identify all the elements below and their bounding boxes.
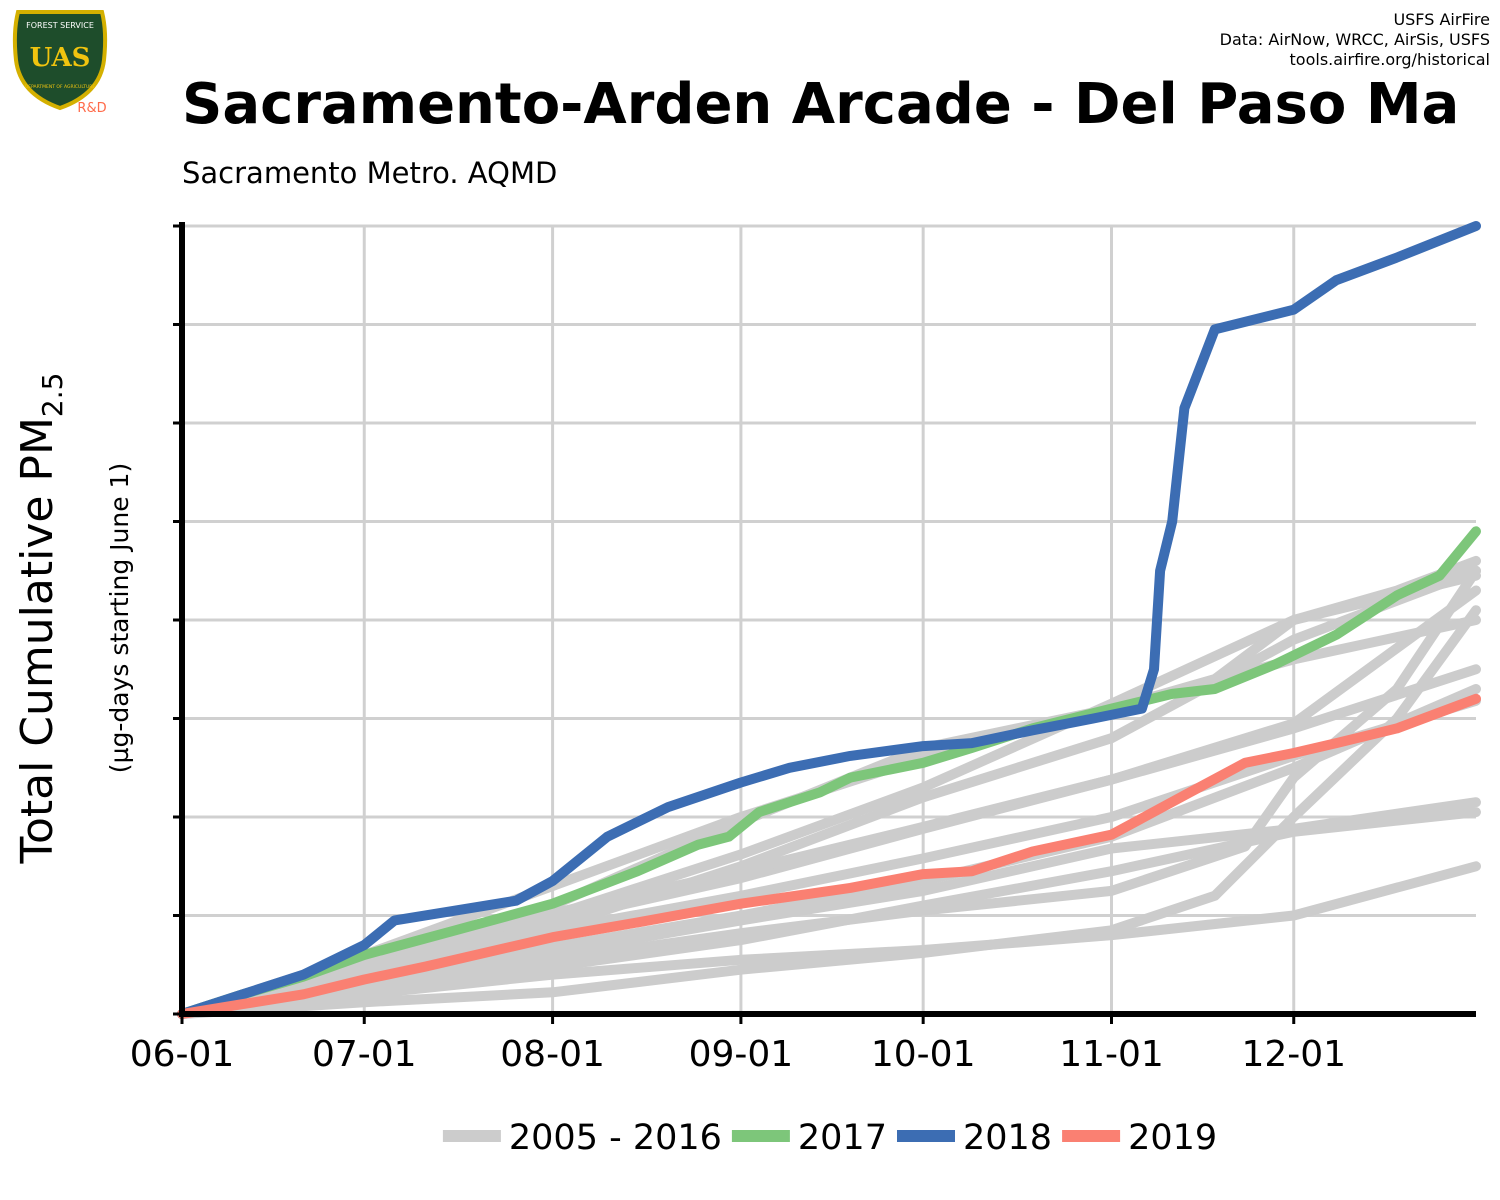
series-line-2017 — [177, 526, 1481, 1019]
credits-block: USFS AirFire Data: AirNow, WRCC, AirSis,… — [1220, 10, 1490, 70]
forest-service-logo: FOREST SERVICE UAS DEPARTMENT OF AGRICUL… — [12, 10, 108, 116]
legend-label: 2018 — [963, 1118, 1052, 1158]
legend-label: 2017 — [798, 1118, 887, 1158]
highlight-series-layer — [177, 221, 1481, 1019]
legend-item: 2017 — [731, 1118, 887, 1158]
x-tick-label: 08-01 — [500, 1034, 605, 1075]
legend-item: 2005 - 2016 — [442, 1118, 722, 1158]
historical-series-line — [177, 861, 1481, 1019]
logo-bottom-text: DEPARTMENT OF AGRICULTURE — [25, 84, 96, 90]
y-axis-units-label: (µg-days starting June 1) — [105, 463, 134, 773]
x-tick-label: 10-01 — [871, 1034, 976, 1075]
legend: 2005 - 2016 2017 2018 2019 — [442, 1118, 1217, 1158]
page-title: Sacramento-Arden Arcade - Del Paso Ma — [182, 72, 1460, 137]
historical-series-line — [177, 695, 1481, 1019]
logo-shield-shape — [12, 10, 108, 111]
logo-mark-text: UAS — [30, 43, 91, 73]
x-tick-label: 09-01 — [689, 1034, 794, 1075]
axis-layer: 06-01 07-01 08-01 09-01 10-01 11-01 12-01 — [130, 222, 1476, 1075]
x-tick-label: 12-01 — [1241, 1034, 1346, 1075]
historical-series-layer — [177, 555, 1481, 1019]
logo-top-text: FOREST SERVICE — [26, 21, 94, 30]
legend-label: 2019 — [1128, 1118, 1217, 1158]
page-subtitle: Sacramento Metro. AQMD — [182, 156, 558, 190]
historical-series-line — [177, 565, 1481, 1019]
legend-label: 2005 - 2016 — [509, 1118, 722, 1158]
historical-series-line — [177, 664, 1481, 1019]
series-line-2019 — [177, 693, 1481, 1019]
y-axis-label: Total Cumulative PM2.5 — [12, 373, 69, 865]
y-axis-label-main: Total Cumulative PM — [12, 417, 63, 864]
credit-line: tools.airfire.org/historical — [1289, 50, 1490, 69]
legend-item: 2018 — [897, 1118, 1052, 1158]
x-tick-label: 07-01 — [312, 1034, 417, 1075]
credit-line: USFS AirFire — [1393, 10, 1490, 29]
y-axis-label-subscript: 2.5 — [36, 373, 69, 418]
x-tick-label: 11-01 — [1059, 1034, 1164, 1075]
legend-item: 2019 — [1062, 1118, 1217, 1158]
credit-line: Data: AirNow, WRCC, AirSis, USFS — [1219, 30, 1490, 49]
series-line-2018 — [177, 221, 1481, 1019]
x-tick-label: 06-01 — [130, 1034, 235, 1075]
logo-tag-text: R&D — [77, 101, 106, 116]
